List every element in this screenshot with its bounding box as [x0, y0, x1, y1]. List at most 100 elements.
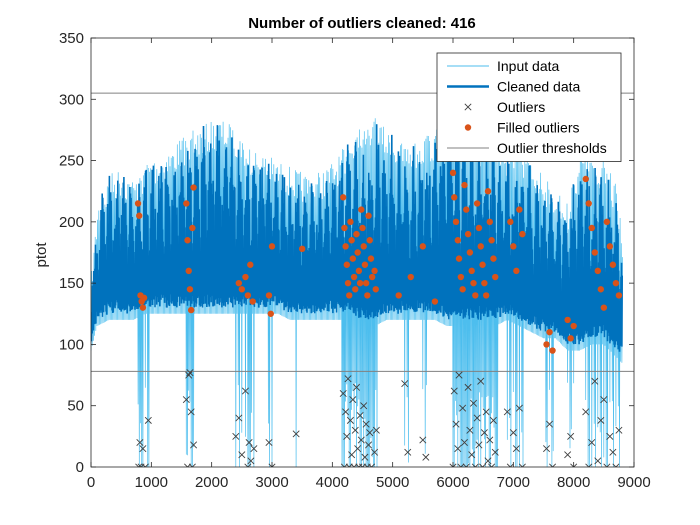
y-axis-label: ptot	[33, 242, 50, 268]
filled-outlier-marker	[343, 261, 351, 268]
outlier-marker	[480, 429, 488, 437]
outlier-marker	[343, 432, 351, 440]
filled-outlier-marker	[249, 298, 256, 305]
outlier-marker	[401, 380, 409, 388]
filled-outlier-marker	[364, 292, 371, 299]
legend: Input data Cleaned data Outliers Filled out…	[436, 52, 622, 162]
outlier-marker	[450, 387, 458, 395]
filled-outlier-marker	[468, 267, 475, 275]
filled-outlier-marker	[350, 273, 358, 281]
chart-title: Number of outliers cleaned: 416	[248, 15, 476, 32]
filled-outlier-marker	[368, 273, 376, 281]
outlier-marker	[475, 441, 483, 449]
x-tick-label: 8000	[557, 474, 590, 491]
outlier-marker	[351, 426, 359, 434]
filled-outlier-marker	[235, 279, 243, 287]
filled-outlier-marker	[267, 310, 274, 317]
filled-outlier-marker	[549, 347, 556, 354]
outlier-marker	[404, 448, 412, 456]
x-tick-label: 7000	[497, 474, 530, 491]
x-tick-label: 0	[87, 474, 95, 491]
filled-outlier-marker	[567, 335, 574, 342]
filled-outlier-marker	[482, 292, 490, 299]
filled-outlier-marker	[395, 292, 402, 299]
legend-label: Cleaned data	[497, 79, 581, 95]
filled-outlier-marker	[603, 218, 611, 226]
outlier-marker	[346, 416, 354, 424]
outlier-marker	[247, 457, 255, 465]
filled-outlier-marker	[352, 286, 359, 293]
outlier-marker	[419, 436, 427, 444]
filled-outlier-marker	[475, 224, 483, 232]
outlier-marker	[479, 463, 487, 467]
y-tick-label: 250	[59, 153, 84, 170]
legend-swatch	[464, 124, 472, 131]
filled-outlier-marker	[358, 206, 365, 213]
outlier-marker	[468, 451, 476, 459]
filled-outlier-marker	[353, 230, 360, 238]
outlier-marker	[591, 377, 599, 385]
filled-outlier-marker	[242, 273, 249, 281]
filled-outlier-marker	[582, 175, 589, 183]
x-tick-label: 5000	[376, 474, 409, 491]
filled-outlier-marker	[136, 212, 143, 219]
filled-outlier-marker	[492, 273, 499, 281]
filled-outlier-marker	[265, 292, 273, 299]
outlier-marker	[361, 453, 369, 461]
outlier-marker	[549, 463, 557, 467]
outlier-marker	[486, 436, 494, 444]
filled-outlier-marker	[339, 194, 347, 201]
outlier-marker	[355, 463, 363, 467]
outlier-marker	[141, 463, 149, 467]
outlier-marker	[371, 448, 379, 456]
filled-outlier-marker	[185, 267, 192, 275]
filled-outlier-marker	[419, 243, 427, 250]
filled-outlier-marker	[609, 261, 617, 268]
filled-outlier-marker	[479, 261, 486, 268]
filled-outlier-marker	[457, 273, 465, 281]
filled-outlier-marker	[488, 237, 495, 244]
outlier-marker	[241, 387, 249, 395]
filled-outlier-marker	[354, 249, 361, 256]
outlier-marker	[609, 448, 617, 456]
filled-outlier-marker	[134, 200, 142, 207]
filled-outlier-marker	[451, 194, 458, 201]
outlier-marker	[489, 416, 497, 424]
filled-outlier-marker	[347, 218, 354, 226]
filled-outlier-marker	[570, 322, 577, 330]
filled-outlier-marker	[585, 200, 592, 207]
outlier-marker	[348, 451, 356, 459]
outlier-marker	[585, 463, 593, 467]
filled-outlier-marker	[481, 279, 488, 287]
outlier-marker	[455, 371, 463, 379]
y-tick-label: 0	[76, 459, 84, 476]
outlier-marker	[518, 463, 526, 467]
legend-swatch	[464, 103, 472, 111]
outlier-marker	[244, 463, 252, 467]
filled-outlier-marker	[371, 267, 378, 275]
filled-outlier-marker	[359, 224, 366, 232]
y-tick-label: 300	[59, 91, 84, 108]
filled-outlier-marker	[510, 243, 517, 250]
x-tick-label: 6000	[436, 474, 469, 491]
filled-outlier-marker	[341, 224, 348, 232]
filled-outlier-marker	[366, 237, 373, 244]
filled-outlier-marker	[484, 188, 492, 195]
outlier-marker	[182, 396, 190, 404]
filled-outlier-marker	[455, 255, 463, 262]
outlier-marker	[144, 416, 152, 424]
filled-outlier-marker	[349, 255, 357, 262]
outlier-marker	[245, 438, 253, 447]
outlier-marker	[250, 445, 258, 453]
outlier-marker	[509, 429, 517, 437]
outlier-marker	[484, 457, 492, 465]
outlier-marker	[352, 383, 360, 391]
outlier-marker	[469, 399, 478, 407]
outlier-marker	[546, 420, 554, 428]
outlier-marker	[477, 377, 485, 385]
filled-outlier-marker	[361, 261, 369, 268]
filled-outlier-marker	[360, 243, 367, 250]
outlier-marker	[515, 404, 523, 412]
outlier-marker	[186, 369, 194, 377]
